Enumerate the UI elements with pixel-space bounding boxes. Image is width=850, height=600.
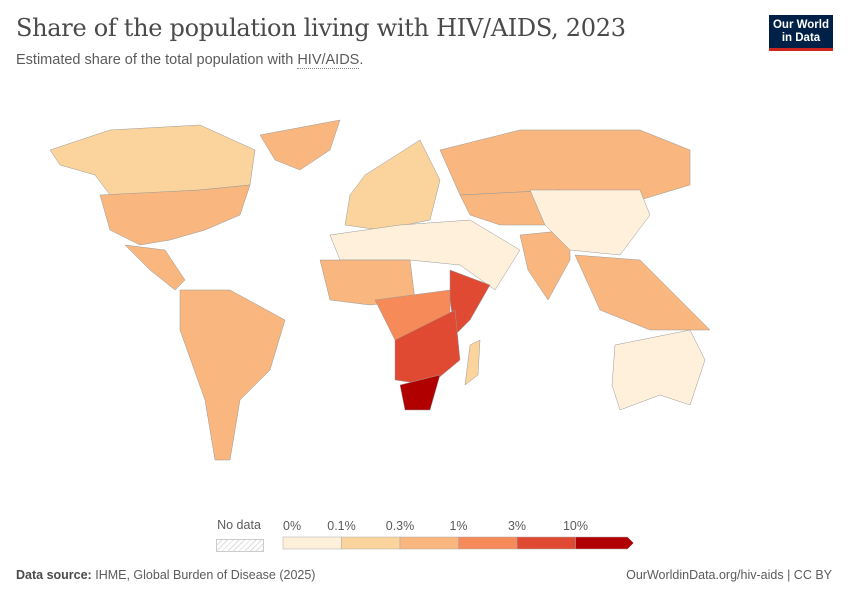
legend-swatch-2[interactable] xyxy=(399,536,459,550)
legend-tick-label: 0% xyxy=(283,519,301,533)
hiv-aids-link[interactable]: HIV/AIDS xyxy=(297,52,360,69)
region-southern-africa[interactable]: Southern Africa xyxy=(394,309,461,386)
world-map[interactable]: North America (Canada)United StatesGreen… xyxy=(0,80,850,480)
chart-subtitle: Estimated share of the total population … xyxy=(16,52,364,69)
legend-no-data-swatch xyxy=(216,539,264,552)
source-label: Data source: xyxy=(16,568,92,582)
legend-tick-label: 0.3% xyxy=(386,519,415,533)
subtitle-end: . xyxy=(359,52,364,68)
legend: No data 0% 0.1% 0.3% 1% 3% 10% xyxy=(0,515,850,555)
subtitle-text: Estimated share of the total population … xyxy=(16,52,298,68)
logo-line2: in Data xyxy=(781,32,821,44)
region-southeast-asia[interactable]: Southeast Asia xyxy=(574,254,711,331)
legend-tick-label: 10% xyxy=(563,519,588,533)
legend-tick-label: 1% xyxy=(449,519,467,533)
owid-logo[interactable]: Our World in Data xyxy=(769,15,833,51)
region-greenland[interactable]: Greenland xyxy=(259,119,341,171)
region-madagascar[interactable]: Madagascar xyxy=(464,339,481,386)
region-europe[interactable]: Europe xyxy=(344,139,441,231)
region-south-america[interactable]: South America xyxy=(179,289,286,461)
legend-tick-label: 0.1% xyxy=(327,519,356,533)
legend-color-bar: 0% 0.1% 0.3% 1% 3% 10% xyxy=(282,519,634,550)
region-russia[interactable]: Russia xyxy=(439,129,691,201)
legend-swatch-1[interactable] xyxy=(341,536,401,550)
region-australia[interactable]: Australia xyxy=(611,329,706,411)
legend-swatch-5[interactable] xyxy=(575,536,634,550)
region-china[interactable]: China xyxy=(529,189,651,256)
footer-url[interactable]: OurWorldinData.org/hiv-aids | CC BY xyxy=(626,568,832,582)
legend-swatch-4[interactable] xyxy=(516,536,576,550)
legend-swatch-0[interactable] xyxy=(282,536,342,550)
region-north-america-canada-[interactable]: North America (Canada) xyxy=(49,124,256,196)
region-central-america[interactable]: Central America xyxy=(124,244,186,291)
chart-title: Share of the population living with HIV/… xyxy=(16,14,626,42)
region-east-africa[interactable]: East Africa xyxy=(449,269,491,336)
region-south-africa[interactable]: South Africa xyxy=(399,374,441,411)
legend-tick-label: 3% xyxy=(508,519,526,533)
source-text: IHME, Global Burden of Disease (2025) xyxy=(95,568,316,582)
legend-swatch-3[interactable] xyxy=(458,536,518,550)
region-united-states[interactable]: United States xyxy=(99,184,251,246)
logo-line1: Our World xyxy=(772,19,829,31)
legend-no-data-label: No data xyxy=(217,518,261,532)
data-source: Data source: IHME, Global Burden of Dise… xyxy=(16,568,315,582)
